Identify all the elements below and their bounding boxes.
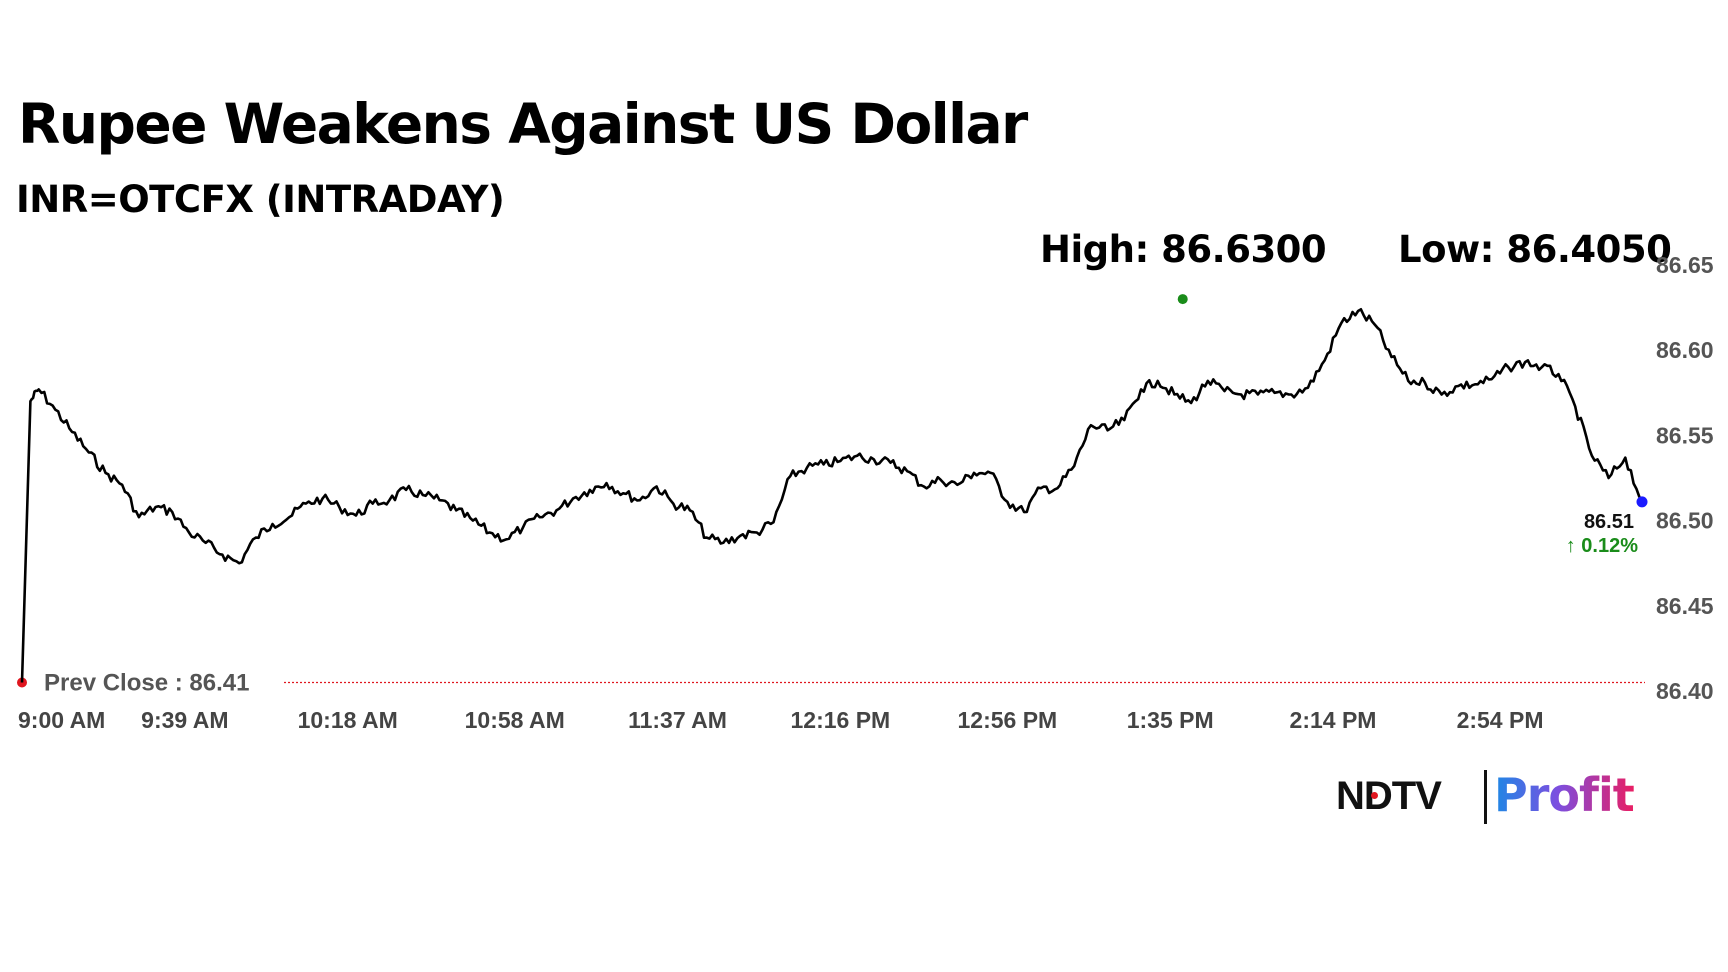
x-tick-label: 2:14 PM bbox=[1290, 707, 1377, 733]
x-tick-label: 9:00 AM bbox=[18, 707, 105, 733]
high-point-dot bbox=[1177, 294, 1188, 305]
x-tick-label: 10:18 AM bbox=[298, 707, 398, 733]
x-tick-label: 2:54 PM bbox=[1457, 707, 1544, 733]
change-label: ↑ 0.12% bbox=[1566, 535, 1638, 557]
low-stat: Low: 86.4050 bbox=[1398, 228, 1672, 271]
x-tick-label: 9:39 AM bbox=[141, 707, 228, 733]
x-tick-label: 10:58 AM bbox=[465, 707, 565, 733]
y-axis: 86.65 86.60 86.55 86.50 86.45 86.40 bbox=[1656, 252, 1714, 704]
x-axis: 9:00 AM 9:39 AM 10:18 AM 10:58 AM 11:37 AM 12… bbox=[18, 707, 1544, 733]
last-value-label: 86.51 bbox=[1584, 511, 1634, 533]
chart-title: Rupee Weakens Against US Dollar bbox=[18, 92, 1028, 156]
y-tick-label: 86.40 bbox=[1656, 678, 1714, 704]
y-tick-label: 86.65 bbox=[1656, 252, 1714, 278]
last-point-dot bbox=[1636, 496, 1648, 508]
logo-ndtv-text: NDTV bbox=[1336, 774, 1442, 818]
prev-close-label: Prev Close : 86.41 bbox=[44, 669, 249, 696]
logo-divider bbox=[1484, 770, 1487, 824]
chart-subtitle: INR=OTCFX (INTRADAY) bbox=[16, 178, 505, 221]
y-tick-label: 86.60 bbox=[1656, 337, 1714, 363]
logo-profit-text: Profit bbox=[1494, 768, 1635, 822]
y-tick-label: 86.55 bbox=[1656, 422, 1714, 448]
x-tick-label: 1:35 PM bbox=[1127, 707, 1214, 733]
x-tick-label: 12:56 PM bbox=[958, 707, 1058, 733]
y-tick-label: 86.50 bbox=[1656, 508, 1714, 534]
series-line bbox=[20, 308, 1644, 683]
logo-red-dot bbox=[1371, 792, 1378, 799]
x-tick-label: 12:16 PM bbox=[790, 707, 890, 733]
high-stat: High: 86.6300 bbox=[1040, 228, 1327, 271]
y-tick-label: 86.45 bbox=[1656, 593, 1714, 619]
x-tick-label: 11:37 AM bbox=[628, 707, 727, 733]
